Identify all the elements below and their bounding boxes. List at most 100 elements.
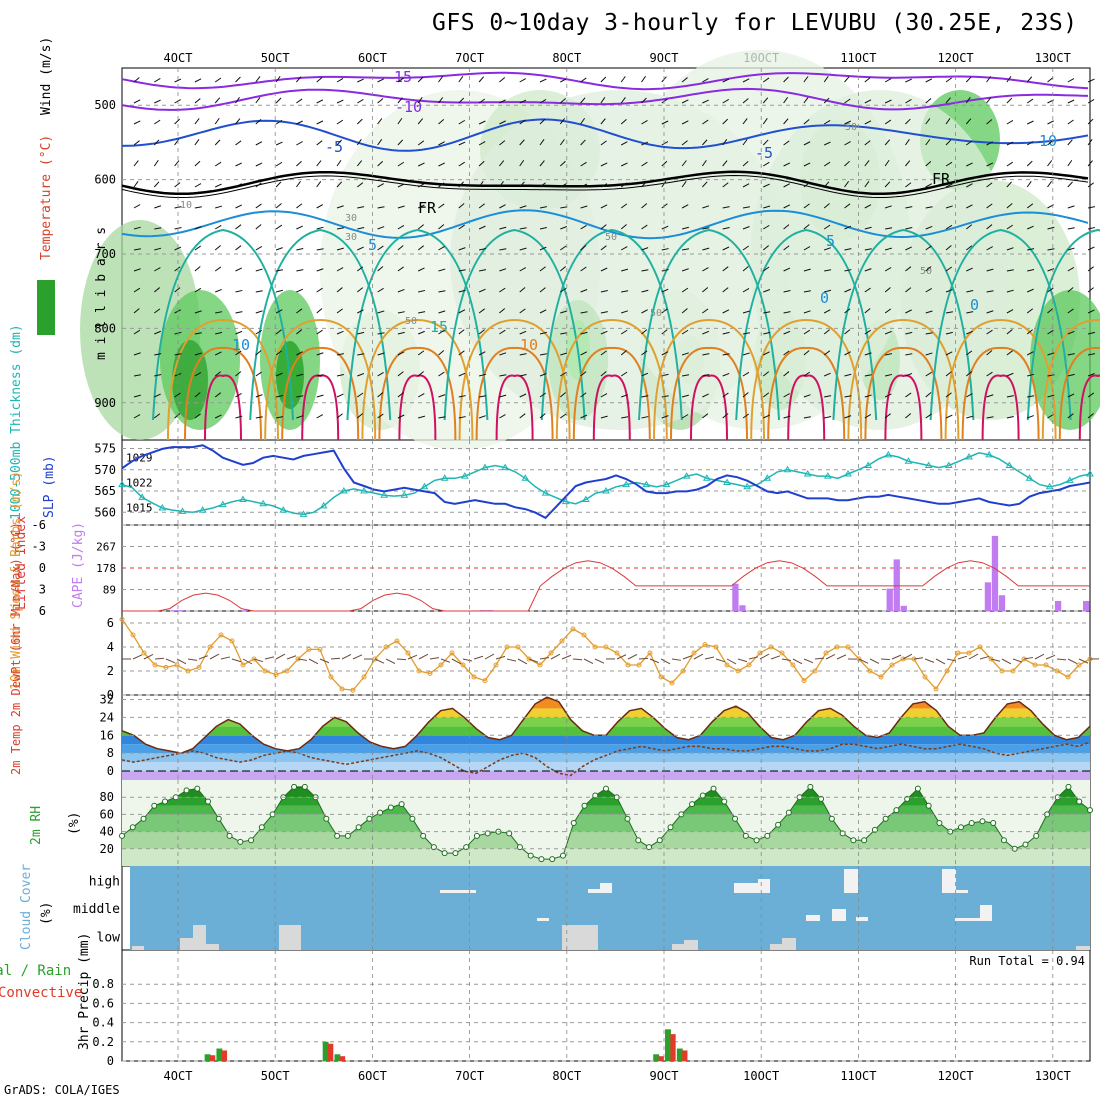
wind-barb [499,226,507,230]
wind-barb [966,290,974,293]
wind-barb [519,78,527,83]
series-marker [710,785,717,792]
wind-barb [986,310,994,314]
wind-barb [336,227,344,230]
wind-barb [154,119,161,125]
wind-barb [1047,248,1055,251]
series-marker [151,802,158,809]
wind-barb [275,161,283,167]
wind-barb [763,183,770,188]
wind-barb [580,414,588,419]
wind-barb [1067,99,1075,104]
wind-barb [891,654,902,660]
wind-barb [296,203,303,209]
series-marker [130,632,136,638]
series-marker [966,650,972,656]
wind-barb [397,161,405,167]
x-tick-label-bottom: 6OCT [358,1069,387,1083]
y-tick-label: 80 [100,790,114,804]
series-marker [656,837,663,844]
wind-barb [499,394,507,398]
wind-barb [275,203,282,209]
wind-barb [214,392,222,398]
temperature-contour [847,318,960,441]
precip-bar-total [334,1054,341,1061]
series-marker [914,785,921,792]
wind-barb [153,139,160,146]
wind-barb [154,205,162,209]
series-marker [662,480,671,488]
temperature-contour [540,228,683,421]
wind-barb [844,160,850,167]
wind-barb [154,308,161,314]
cape-bar [178,610,185,611]
rh-legend-swatch [37,280,55,335]
wind-barb [255,162,263,167]
wind-barb [194,206,202,209]
wind-barb [702,139,708,146]
wind-barb [1012,658,1023,663]
cloud-bar [672,944,684,950]
wind-barb [296,415,304,419]
wind-barb [539,160,545,167]
series-marker [248,837,255,844]
wind-barb [905,372,913,377]
wind-barb [986,141,994,146]
wind-barb [682,655,693,660]
wind-barb [519,159,525,167]
wind-barb [153,181,160,188]
wind-barb [194,287,202,293]
wind-barb [661,395,669,398]
ylabel-precip: 3hr Precip (mm) [77,933,92,1050]
wind-barb [660,658,671,665]
wind-barb [377,392,384,398]
wind-barb [884,413,891,419]
series-marker [259,499,268,507]
series-marker [129,824,136,831]
wind-barb [438,76,444,83]
wind-barb [864,120,872,125]
wind-barb [1087,226,1096,230]
wind-barb [1067,78,1075,83]
wind-barb [336,205,344,209]
wind-barb [824,395,832,398]
wind-barb [702,267,709,272]
wind-barb [990,658,1001,662]
wind-barb [1067,119,1074,125]
wind-barb [600,330,608,335]
wind-barb [438,141,445,146]
wind-barb [783,415,791,419]
wind-barb [458,350,465,356]
temperature-contour [787,374,826,441]
wind-barb [235,267,243,272]
wind-barb [869,658,880,664]
series-marker [319,501,328,509]
wind-barb [884,139,891,146]
wind-barb [357,353,365,356]
wind-barb [945,139,952,146]
wind-barb [966,204,973,209]
wind-barb [316,181,322,188]
wind-barb [1088,353,1096,356]
series-marker [484,830,491,837]
wind-barb [702,78,709,83]
wind-barb [296,308,303,314]
wind-barb [600,96,606,104]
series-marker [205,798,212,805]
wind-barb [621,268,629,272]
wind-barb [763,77,770,83]
wind-barb [231,658,242,663]
wind-barb [600,183,608,188]
ylabel-cloud: Cloud Cover [19,864,34,950]
series-marker [473,832,480,839]
cloud-bar [193,925,206,950]
wind-barb [275,395,284,398]
wind-barb [255,371,262,377]
series-marker [541,489,550,496]
wind-barb [539,353,547,356]
series-marker [538,856,545,863]
wind-barb [356,118,363,125]
wind-barb [823,203,830,209]
wind-barb [377,371,384,377]
series-marker [955,650,961,656]
